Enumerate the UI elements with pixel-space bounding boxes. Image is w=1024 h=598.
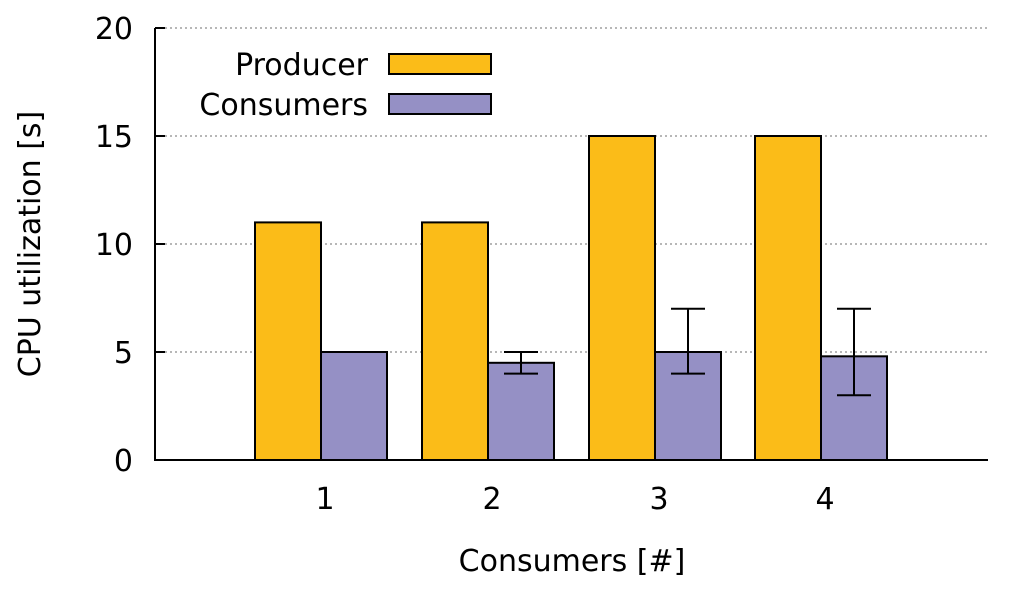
- axis-frame: [154, 28, 988, 461]
- legend-swatch-producer: [388, 53, 492, 75]
- y-tick-label: 10: [95, 228, 133, 263]
- bar-consumers-2: [487, 361, 555, 461]
- grid-lines: [155, 27, 988, 353]
- legend-label-producer: Producer: [235, 48, 369, 83]
- bar-consumers-1: [320, 351, 388, 461]
- legend-label-consumers: Consumers: [199, 88, 368, 123]
- y-tick-label: 5: [114, 336, 133, 371]
- bar-producer-4: [754, 135, 822, 461]
- x-tick-label: 3: [649, 482, 668, 517]
- x-tick-label: 4: [815, 482, 834, 517]
- bar-producer-1: [254, 221, 322, 461]
- x-axis-title: Consumers [#]: [459, 544, 686, 579]
- legend: Producer Consumers: [199, 48, 492, 123]
- x-tick-label: 2: [482, 482, 501, 517]
- bar-producer-3: [588, 135, 656, 461]
- x-tick-label: 1: [315, 482, 334, 517]
- legend-swatch-consumers: [388, 93, 492, 115]
- y-tick-label: 0: [114, 444, 133, 479]
- y-axis-title: CPU utilization [s]: [13, 111, 48, 377]
- bar-producer-2: [421, 221, 489, 461]
- axes: 0 5 10 15 20 1 2 3 4: [95, 12, 988, 517]
- bars: [254, 135, 888, 462]
- y-tick-label: 20: [95, 12, 133, 47]
- y-tick-label: 15: [95, 120, 133, 155]
